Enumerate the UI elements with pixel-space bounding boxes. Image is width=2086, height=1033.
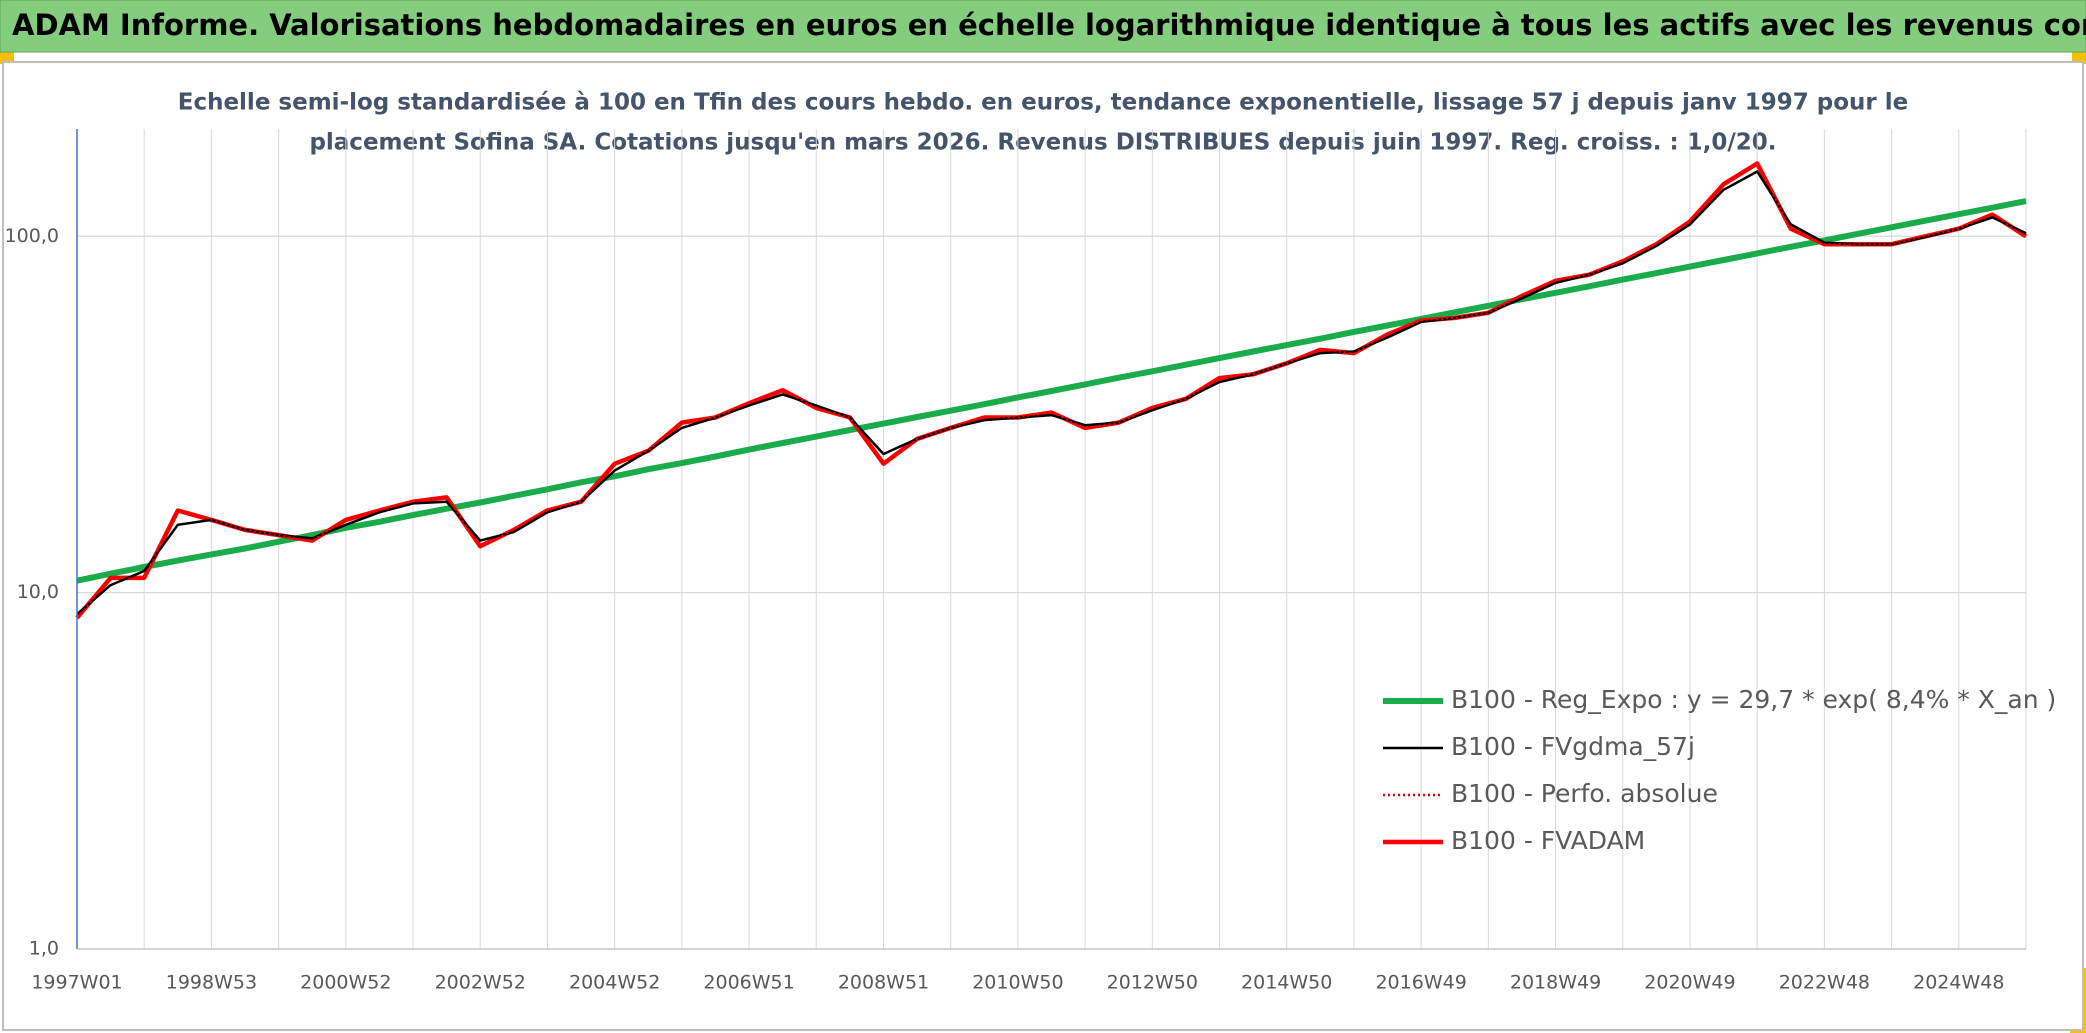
series-line xyxy=(76,198,2027,584)
x-tick-label: 2000W52 xyxy=(300,972,391,994)
x-tick-label: 2018W49 xyxy=(1510,972,1601,994)
legend: B100 - Reg_Expo : y = 29,7 * exp( 8,4% *… xyxy=(1383,685,2056,855)
series-line xyxy=(76,170,2027,616)
x-tick-label: 2016W49 xyxy=(1375,972,1466,994)
legend-label: B100 - Perfo. absolue xyxy=(1451,779,1718,808)
chart-subtitle: placement Sofina SA. Cotations jusqu'en … xyxy=(309,130,1776,156)
legend-label: B100 - FVADAM xyxy=(1451,826,1645,855)
x-tick-label: 1997W01 xyxy=(31,972,122,994)
x-tick-label: 2010W50 xyxy=(972,972,1063,994)
y-tick-label: 10,0 xyxy=(17,581,59,603)
x-tick-label: 2002W52 xyxy=(435,972,526,994)
x-tick-label: 2022W48 xyxy=(1779,972,1870,994)
chart-panel xyxy=(2,61,2084,1031)
axes: 1,0 10,0 100,0 1997W01 1998W53 2000W52 2002W52… xyxy=(5,129,2026,994)
y-tick-label: 100,0 xyxy=(5,225,59,247)
plot xyxy=(75,161,2028,620)
legend-label: B100 - FVgdma_57j xyxy=(1451,732,1695,761)
x-tick-label: 2012W50 xyxy=(1107,972,1198,994)
x-tick-label: 2006W51 xyxy=(703,972,794,994)
legend-label: B100 - Reg_Expo : y = 29,7 * exp( 8,4% *… xyxy=(1451,685,2056,714)
x-tick-label: 2014W50 xyxy=(1241,972,1332,994)
series-line xyxy=(76,162,2027,619)
header-bar xyxy=(0,0,2086,53)
x-tick-label: 2008W51 xyxy=(838,972,929,994)
chart-subtitle: Echelle semi-log standardisée à 100 en T… xyxy=(178,90,1909,116)
chart-title: ADAM Informe. Valorisations hebdomadaire… xyxy=(12,8,2086,42)
x-tick-label: 2020W49 xyxy=(1644,972,1735,994)
x-tick-label: 2004W52 xyxy=(569,972,660,994)
x-tick-label: 1998W53 xyxy=(166,972,257,994)
grid xyxy=(76,129,2027,950)
y-tick-label: 1,0 xyxy=(29,938,59,960)
x-tick-label: 2024W48 xyxy=(1913,972,2004,994)
